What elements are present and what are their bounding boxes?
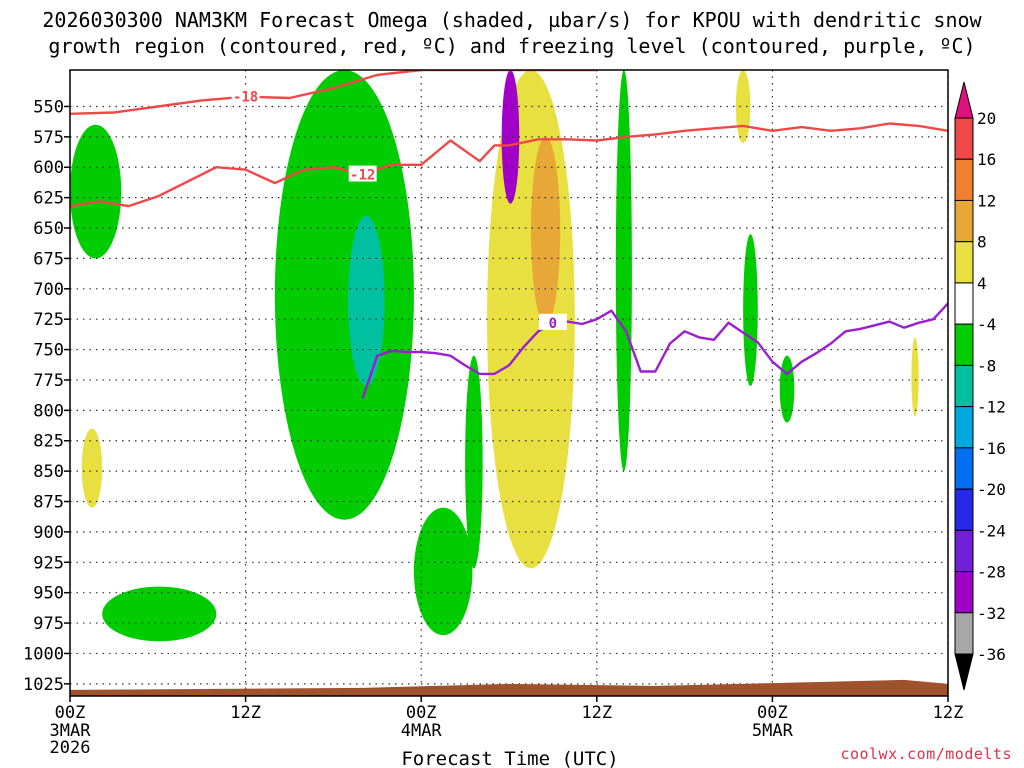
x-tick-label: 12Z — [230, 703, 261, 723]
y-tick-label: 900 — [33, 523, 64, 543]
contour-line — [70, 122, 948, 208]
y-tick-label: 1025 — [23, 675, 64, 695]
colorbar-label: 4 — [977, 274, 987, 293]
chart-title-line1: 2026030300 NAM3KM Forecast Omega (shaded… — [42, 8, 982, 32]
colorbar-label: -28 — [977, 563, 1006, 582]
y-tick-label: 800 — [33, 401, 64, 421]
x-tick-label: 00Z — [757, 703, 788, 723]
y-tick-label: 575 — [33, 128, 64, 148]
x-tick-date: 4MAR — [401, 721, 443, 741]
chart-title-line2: growth region (contoured, red, ºC) and f… — [48, 34, 975, 58]
colorbar-bin — [954, 612, 974, 655]
contour-label: 0 — [549, 316, 557, 332]
colorbar-label: 8 — [977, 233, 987, 252]
x-tick-date: 5MAR — [752, 721, 794, 741]
y-tick-label: 750 — [33, 341, 64, 361]
y-tick-label: 1000 — [23, 644, 64, 664]
colorbar-overflow-high — [954, 81, 974, 119]
y-tick-label: 825 — [33, 432, 64, 452]
contour-label-bg — [538, 313, 567, 330]
x-tick-label: 00Z — [406, 703, 437, 723]
colorbar-bin — [954, 488, 974, 531]
omega-region-lift-column-12z — [615, 70, 632, 472]
colorbar-underflow-low — [954, 653, 974, 691]
x-tick-label: 00Z — [55, 703, 86, 723]
colorbar-label: -8 — [977, 356, 996, 375]
y-tick-label: 675 — [33, 249, 64, 269]
colorbar-label: -16 — [977, 439, 1006, 458]
omega-region-lift-d3 — [743, 234, 758, 387]
contour-line — [70, 70, 597, 115]
colorbar-bin — [954, 447, 974, 490]
colorbar-bin — [954, 158, 974, 201]
colorbar-label: -20 — [977, 480, 1006, 499]
colorbar-bin — [954, 241, 974, 284]
x-tick-label: 12Z — [933, 703, 964, 723]
colorbar-bin — [954, 364, 974, 408]
colorbar-label: 12 — [977, 191, 996, 210]
y-tick-label: 875 — [33, 493, 64, 513]
omega-region-weak-lift-early — [70, 124, 122, 259]
contour-label: -18 — [233, 90, 258, 106]
y-tick-label: 850 — [33, 462, 64, 482]
colorbar-label: -4 — [977, 315, 996, 334]
colorbar-bin — [954, 571, 974, 614]
omega-region-lift-lowlevel-early — [102, 586, 217, 642]
colorbar-label: -24 — [977, 521, 1006, 540]
contour-line — [361, 302, 948, 399]
x-tick-year: 2026 — [50, 738, 91, 758]
colorbar-bin — [954, 529, 974, 573]
colorbar-bin — [954, 117, 974, 160]
colorbar-bin — [954, 199, 974, 243]
colorbar-label: -36 — [977, 645, 1006, 664]
colorbar-label: -12 — [977, 398, 1006, 417]
contour-label: -12 — [350, 168, 375, 184]
omega-region-sinking-late — [911, 337, 919, 417]
ground-fill — [70, 679, 948, 696]
omega-region-sinking-pre-d3 — [735, 70, 751, 143]
plot-frame — [69, 69, 949, 697]
omega-region-lift-d3-low — [779, 355, 795, 423]
colorbar-label: -32 — [977, 604, 1006, 623]
colorbar-label: 20 — [977, 109, 996, 128]
omega-region-strong-lift-column — [501, 70, 520, 204]
y-axis: 550 575 600 625 650 675 700 725 750 775 800 825 850 8… — [23, 97, 70, 695]
colorbar-bin — [954, 406, 974, 449]
y-tick-label: 625 — [33, 189, 64, 209]
omega-region-lift-column-d2 — [465, 355, 483, 569]
x-tick-label: 12Z — [581, 703, 612, 723]
y-tick-label: 950 — [33, 584, 64, 604]
omega-region-lift-main-band — [274, 70, 414, 520]
omega-region-sinking-core — [530, 136, 561, 326]
y-tick-label: 925 — [33, 553, 64, 573]
colorbar-label: 16 — [977, 150, 996, 169]
colorbar-bin — [954, 323, 974, 366]
y-tick-label: 600 — [33, 158, 64, 178]
y-tick-label: 700 — [33, 280, 64, 300]
y-tick-label: 775 — [33, 371, 64, 391]
x-axis-title: Forecast Time (UTC) — [401, 748, 618, 768]
y-tick-label: 550 — [33, 97, 64, 117]
credit-text: coolwx.com/modelts — [840, 745, 1012, 763]
terrain-ground — [70, 679, 948, 696]
omega-region-sinking-early — [81, 428, 103, 508]
x-tick-date: 3MAR — [50, 721, 92, 741]
y-tick-label: 725 — [33, 310, 64, 330]
omega-region-lift-main-core — [348, 215, 385, 387]
omega-region-lift-midday-d2 — [413, 507, 473, 636]
y-tick-label: 650 — [33, 219, 64, 239]
y-tick-label: 975 — [33, 614, 64, 634]
colorbar-bin — [954, 282, 974, 325]
contour-label-bg — [231, 87, 260, 104]
contour-label-bg — [348, 165, 377, 182]
contour-lines: -18 -12 0 — [70, 70, 948, 399]
colorbar: 20 16 12 8 4 -4 -8 -12 -16 -20 -24 -28 -32 -36 — [954, 81, 1006, 691]
